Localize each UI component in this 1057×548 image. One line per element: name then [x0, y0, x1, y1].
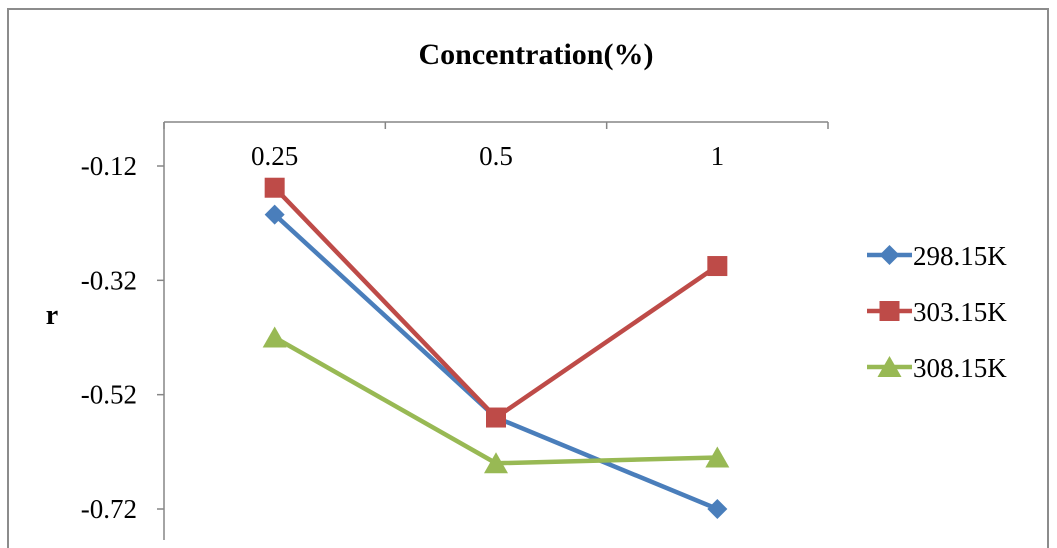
legend-marker-diamond	[879, 245, 900, 265]
data-point-diamond	[264, 204, 285, 225]
series-303.15K	[264, 177, 728, 428]
legend-item: 308.15K	[867, 353, 1007, 383]
series-line	[273, 186, 719, 420]
y-axis-label: r	[46, 300, 58, 331]
y-tick-label: -0.12	[81, 151, 137, 181]
data-point-triangle	[705, 446, 730, 468]
legend-label: 308.15K	[913, 353, 1007, 383]
data-point-square	[486, 407, 506, 428]
legend: 298.15K 303.15K 308.15K	[867, 241, 1007, 383]
series-line	[273, 335, 718, 466]
legend-label: 303.15K	[913, 297, 1007, 327]
legend-marker-square	[879, 301, 900, 321]
data-point-triangle	[484, 452, 508, 474]
legend-label: 298.15K	[913, 241, 1007, 271]
y-tick-label: -0.32	[81, 265, 137, 295]
chart-frame	[7, 8, 1049, 548]
legend-item: 298.15K	[867, 241, 1007, 271]
series-308.15K	[262, 326, 730, 474]
data-point-square	[707, 256, 728, 277]
x-tick-label: 0.25	[251, 141, 298, 171]
legend-marker-triangle	[877, 356, 902, 377]
y-tick-label: -0.72	[81, 494, 137, 524]
data-point-diamond	[707, 499, 728, 519]
legend-item: 303.15K	[867, 297, 1007, 327]
x-tick-label: 1	[711, 141, 725, 171]
chart-title: Concentration(%)	[419, 38, 654, 71]
series-layer	[262, 177, 730, 519]
data-point-triangle	[262, 326, 287, 348]
y-tick-label: -0.52	[81, 380, 137, 410]
data-point-square	[264, 177, 285, 198]
x-tick-label: 0.5	[479, 141, 513, 171]
axes: 0.25 0.5 1 -0.12 -0.32 -0.52 -0.72 r	[46, 121, 829, 540]
